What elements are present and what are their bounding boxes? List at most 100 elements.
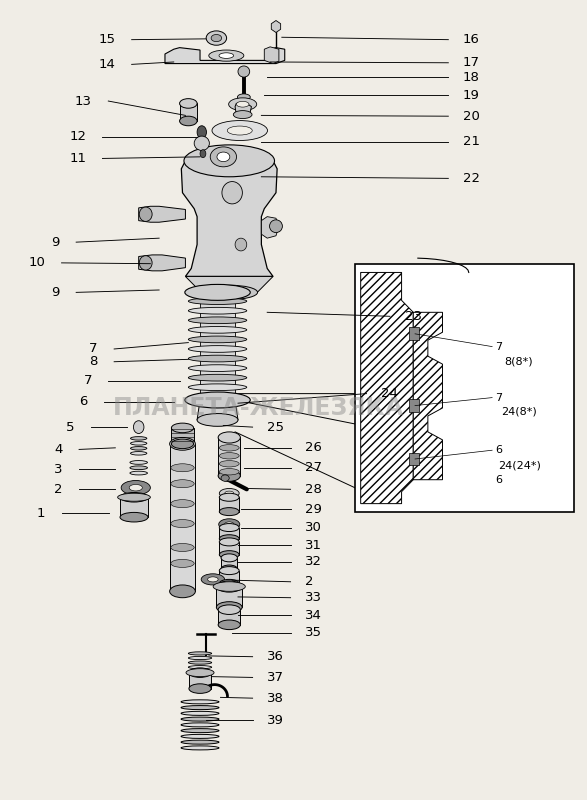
Text: 29: 29 (305, 502, 322, 516)
Polygon shape (197, 400, 238, 420)
Text: 24: 24 (381, 387, 398, 400)
Ellipse shape (181, 700, 219, 704)
Text: 30: 30 (305, 521, 322, 534)
Ellipse shape (217, 602, 242, 613)
Text: 32: 32 (305, 555, 322, 568)
Polygon shape (120, 498, 148, 517)
Ellipse shape (180, 116, 197, 126)
Ellipse shape (186, 669, 214, 677)
Ellipse shape (130, 442, 147, 445)
Polygon shape (264, 47, 279, 63)
Polygon shape (235, 102, 251, 117)
Bar (409, 399, 419, 412)
Ellipse shape (219, 518, 239, 530)
Ellipse shape (225, 491, 234, 495)
Text: ПЛАНЕТА-ЖЕЛЕЗЯКА: ПЛАНЕТА-ЖЕЛЕЗЯКА (113, 396, 404, 420)
Ellipse shape (171, 543, 194, 551)
Ellipse shape (208, 577, 218, 582)
Ellipse shape (171, 500, 194, 508)
Ellipse shape (220, 508, 239, 515)
Ellipse shape (180, 98, 197, 108)
Text: 6: 6 (495, 446, 502, 455)
Ellipse shape (181, 706, 219, 710)
Text: 33: 33 (305, 591, 322, 604)
Ellipse shape (220, 489, 239, 498)
Ellipse shape (184, 145, 275, 177)
Text: 7: 7 (89, 342, 98, 355)
Ellipse shape (220, 494, 239, 502)
Text: 4: 4 (55, 443, 63, 456)
Ellipse shape (188, 652, 212, 655)
Polygon shape (217, 586, 242, 607)
Polygon shape (413, 312, 443, 480)
Ellipse shape (220, 445, 239, 451)
Ellipse shape (217, 581, 242, 592)
Ellipse shape (188, 355, 247, 362)
Text: 8(8*): 8(8*) (504, 357, 532, 366)
Ellipse shape (229, 98, 257, 110)
Ellipse shape (130, 451, 147, 455)
Text: 7: 7 (495, 393, 502, 402)
Ellipse shape (210, 147, 237, 167)
Ellipse shape (185, 285, 250, 300)
Polygon shape (220, 527, 239, 538)
Ellipse shape (181, 734, 219, 738)
Text: 17: 17 (463, 56, 480, 70)
Ellipse shape (220, 453, 239, 459)
Ellipse shape (130, 446, 147, 450)
Ellipse shape (171, 464, 194, 472)
Ellipse shape (181, 746, 219, 750)
Polygon shape (185, 277, 273, 292)
Text: 20: 20 (463, 110, 480, 122)
Text: 24(8*): 24(8*) (501, 407, 537, 417)
Polygon shape (220, 570, 239, 583)
Ellipse shape (117, 494, 150, 502)
Ellipse shape (220, 534, 239, 542)
Text: 2: 2 (305, 575, 313, 588)
Polygon shape (221, 558, 237, 569)
Polygon shape (261, 217, 279, 238)
Text: 26: 26 (305, 442, 322, 454)
Text: 3: 3 (54, 463, 63, 476)
Ellipse shape (218, 432, 240, 443)
Ellipse shape (197, 414, 238, 426)
Ellipse shape (201, 286, 258, 299)
Ellipse shape (218, 605, 240, 614)
Ellipse shape (227, 126, 252, 135)
Polygon shape (271, 21, 281, 33)
Text: 6: 6 (495, 474, 502, 485)
Polygon shape (360, 273, 413, 504)
Text: 8: 8 (89, 355, 98, 368)
Ellipse shape (221, 554, 237, 562)
Ellipse shape (221, 475, 230, 482)
Ellipse shape (237, 102, 249, 107)
Text: 18: 18 (463, 70, 480, 84)
Ellipse shape (189, 668, 211, 678)
Polygon shape (220, 498, 239, 512)
Ellipse shape (189, 684, 211, 694)
Ellipse shape (181, 740, 219, 744)
Ellipse shape (220, 469, 239, 475)
Ellipse shape (129, 485, 142, 491)
Ellipse shape (188, 656, 212, 660)
Text: 14: 14 (99, 58, 115, 71)
Text: 11: 11 (69, 152, 86, 165)
Polygon shape (218, 610, 240, 625)
Ellipse shape (171, 439, 194, 449)
Ellipse shape (171, 559, 194, 567)
Ellipse shape (220, 523, 239, 531)
Ellipse shape (120, 513, 148, 522)
Bar (409, 453, 419, 466)
Ellipse shape (121, 481, 150, 495)
Text: 2: 2 (54, 482, 63, 496)
Ellipse shape (200, 150, 206, 158)
Ellipse shape (206, 31, 227, 46)
Text: 38: 38 (267, 692, 284, 705)
Ellipse shape (170, 585, 195, 598)
Ellipse shape (188, 317, 247, 324)
Ellipse shape (188, 365, 247, 371)
Ellipse shape (139, 207, 152, 222)
Polygon shape (170, 444, 195, 591)
Polygon shape (139, 255, 185, 271)
Text: 7: 7 (83, 374, 92, 387)
